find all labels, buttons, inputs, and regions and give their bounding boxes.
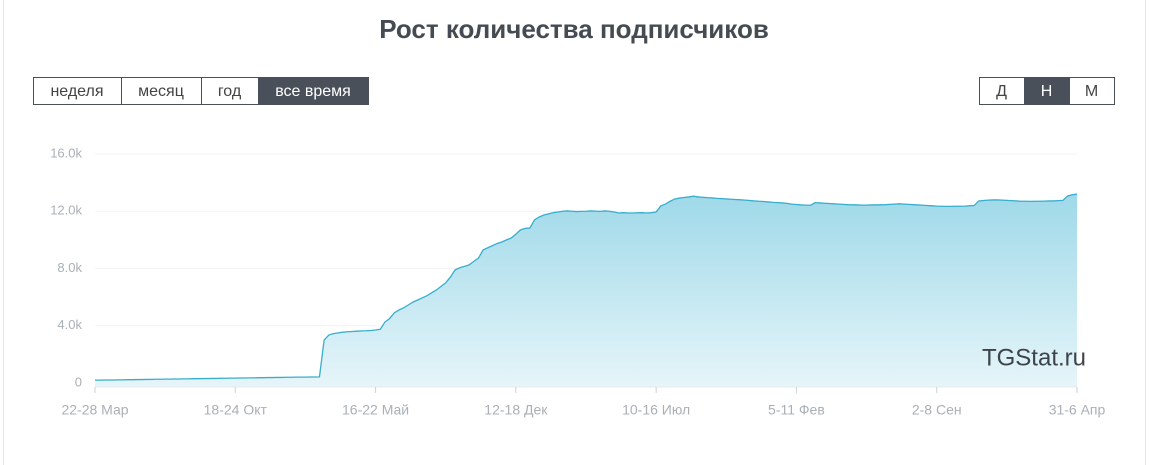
x-tick-label: 18-24 Окт [204, 402, 268, 418]
toggle-button[interactable] [1069, 77, 1115, 105]
card [3, 0, 1146, 465]
area-fill [95, 194, 1077, 387]
toggle-button[interactable] [121, 77, 202, 105]
period-buttons: неделя месяц год все время [33, 77, 369, 105]
plot: 0 4.0k 8.0k 12.0k 16.0k 22-28 Мар 18-24 Окт 16-… [50, 145, 1105, 417]
area-line [95, 193, 1078, 381]
x-tick-label: 12-18 Дек [484, 402, 548, 418]
toggle-label[interactable]: неделя [50, 83, 103, 100]
y-tick-label: 8.0k [57, 260, 82, 275]
x-tick-label: 22-28 Мар [61, 402, 128, 418]
chart-title: Рост количества подписчиков [379, 14, 769, 44]
x-tick-label: 31-6 Апр [1049, 402, 1106, 418]
toggle-button[interactable] [1024, 77, 1070, 105]
y-tick-label: 16.0k [50, 145, 82, 160]
toggle-label[interactable]: все время [275, 83, 351, 100]
x-tick-label: 2-8 Сен [912, 402, 962, 418]
toggle-label[interactable]: М [1085, 83, 1098, 100]
watermark: TGStat.ru [982, 344, 1086, 371]
toggle-button[interactable] [258, 77, 369, 105]
toggle-label[interactable]: Н [1041, 83, 1053, 100]
x-tick-label: 5-11 Фев [768, 402, 825, 418]
x-tick-label: 16-22 Май [342, 402, 409, 418]
toggle-label[interactable]: месяц [138, 83, 184, 100]
page: Рост количества подписчиков неделя месяц г… [3, 0, 1146, 465]
y-tick-label: 0 [75, 374, 82, 389]
toggle-button[interactable] [33, 77, 122, 105]
toggle-label[interactable]: год [218, 83, 242, 100]
y-tick-label: 4.0k [57, 317, 82, 332]
y-tick-label: 12.0k [50, 203, 82, 218]
x-tick-label: 10-16 Июл [622, 402, 690, 418]
chart: Рост количества подписчиков неделя месяц г… [33, 14, 1115, 418]
toggle-label[interactable]: Д [996, 83, 1007, 100]
